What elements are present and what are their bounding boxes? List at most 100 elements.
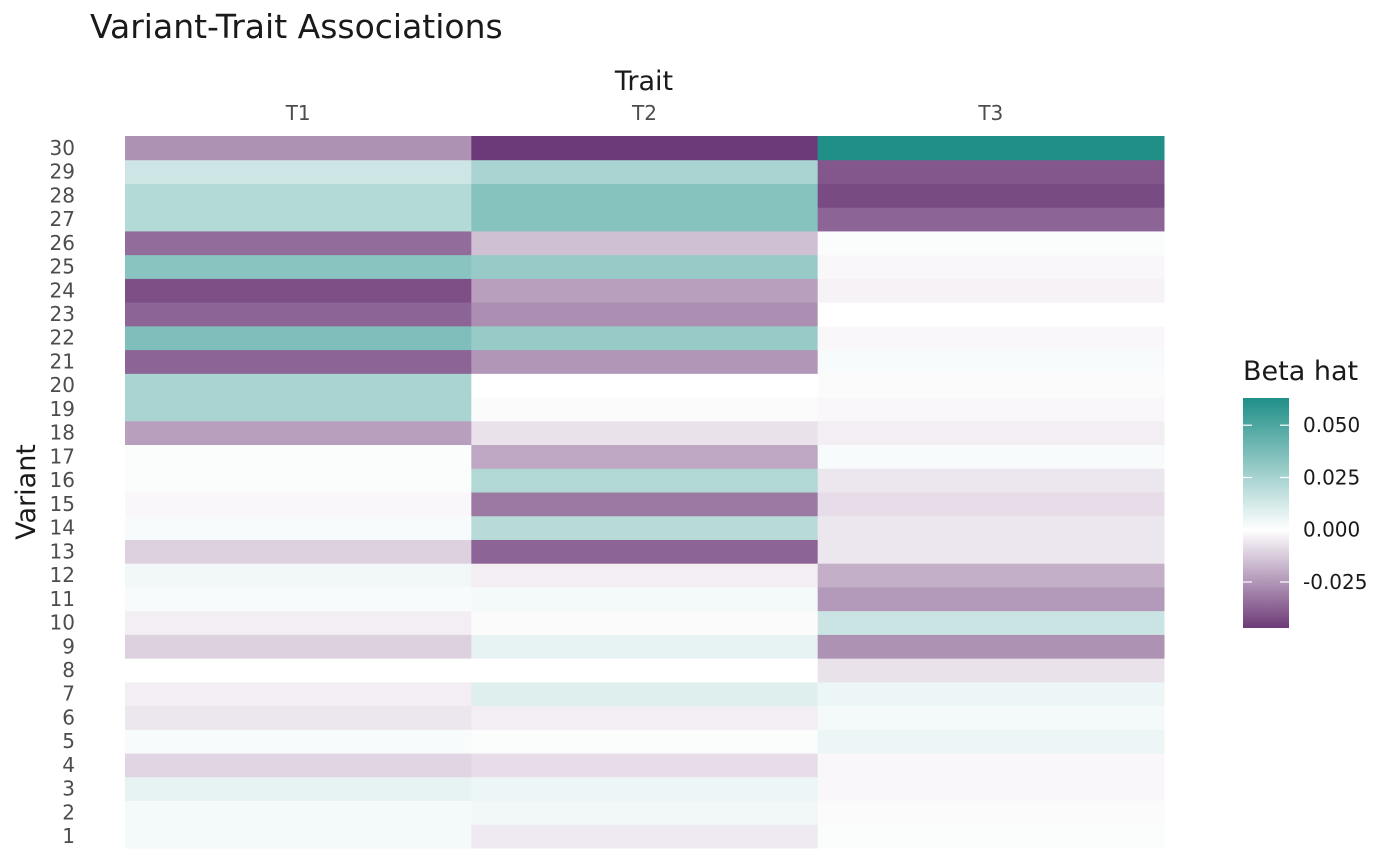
legend-tick-label: 0.000: [1303, 518, 1360, 542]
heatmap-cell-t1-14: [125, 515, 472, 540]
heatmap-cell-t1-12: [125, 563, 472, 588]
heatmap-cell-t2-2: [471, 800, 819, 825]
heatmap-cell-t2-17: [471, 444, 819, 469]
heatmap-cell-t2-28: [471, 183, 819, 208]
y-tick-label-22: 22: [50, 326, 75, 350]
heatmap-cell-t3-8: [817, 658, 1165, 683]
heatmap-cell-t3-2: [817, 800, 1165, 825]
heatmap-cell-t2-11: [471, 586, 819, 612]
heatmap-cell-t2-27: [471, 207, 819, 232]
heatmap-cell-t3-4: [817, 753, 1165, 778]
heatmap-cell-t2-10: [471, 610, 819, 635]
heatmap-cell-t3-23: [817, 302, 1165, 327]
heatmap-cell-t1-6: [125, 705, 472, 730]
heatmap-cell-t3-21: [817, 349, 1165, 374]
heatmap-cell-t3-25: [817, 254, 1165, 279]
heatmap-cell-t3-16: [817, 468, 1165, 493]
heatmap-cell-t1-10: [125, 610, 472, 635]
x-tick-label-t3: T3: [977, 101, 1003, 125]
legend-tick-label: 0.050: [1303, 413, 1360, 437]
y-tick-label-21: 21: [50, 350, 75, 374]
heatmap-cell-t1-22: [125, 325, 472, 351]
heatmap-cell-t1-18: [125, 420, 472, 446]
heatmap-cells: [125, 136, 1165, 849]
heatmap-cell-t2-19: [471, 397, 819, 422]
heatmap-cell-t1-19: [125, 397, 472, 422]
heatmap-cell-t1-15: [125, 492, 472, 517]
heatmap-cell-t3-27: [817, 207, 1165, 232]
heatmap-cell-t3-26: [817, 230, 1165, 256]
y-tick-label-24: 24: [50, 278, 75, 302]
heatmap-cell-t3-12: [817, 563, 1165, 588]
heatmap-cell-t3-11: [817, 586, 1165, 612]
y-tick-label-19: 19: [50, 397, 75, 421]
heatmap-cell-t2-15: [471, 492, 819, 517]
heatmap-cell-t2-16: [471, 468, 819, 493]
heatmap-cell-t3-18: [817, 420, 1165, 446]
y-tick-label-30: 30: [50, 136, 75, 160]
heatmap-cell-t2-9: [471, 634, 819, 659]
x-tick-label-t2: T2: [631, 101, 657, 125]
heatmap-cell-t2-21: [471, 349, 819, 374]
y-tick-label-5: 5: [62, 729, 75, 753]
x-tick-label-t1: T1: [285, 101, 311, 125]
legend-title: Beta hat: [1243, 356, 1358, 387]
y-tick-label-11: 11: [50, 587, 75, 611]
y-tick-label-29: 29: [50, 160, 75, 184]
heatmap-cell-t3-20: [817, 373, 1165, 398]
heatmap-cell-t3-29: [817, 159, 1165, 184]
heatmap-cell-t2-23: [471, 302, 819, 327]
heatmap-cell-t1-5: [125, 729, 472, 754]
y-tick-label-20: 20: [50, 373, 75, 397]
y-tick-label-12: 12: [50, 563, 75, 587]
heatmap-cell-t3-3: [817, 776, 1165, 802]
y-tick-label-16: 16: [50, 468, 75, 492]
heatmap-cell-t1-24: [125, 278, 472, 303]
heatmap-cell-t1-27: [125, 207, 472, 232]
y-tick-label-4: 4: [62, 753, 75, 777]
y-axis-title: Variant: [11, 444, 42, 540]
legend-colorbar: [1243, 398, 1289, 628]
legend: Beta hat 0.050 0.025 0.000 -0.025: [1243, 356, 1367, 628]
y-tick-label-1: 1: [62, 824, 75, 848]
heatmap-cell-t3-1: [817, 824, 1165, 849]
x-axis-title: Trait: [614, 66, 673, 97]
heatmap-cell-t2-4: [471, 753, 819, 778]
heatmap-cell-t3-10: [817, 610, 1165, 635]
heatmap-cell-t1-21: [125, 349, 472, 374]
y-tick-label-15: 15: [50, 492, 75, 516]
y-tick-label-26: 26: [50, 231, 75, 255]
heatmap-cell-t1-7: [125, 681, 472, 707]
y-tick-label-23: 23: [50, 302, 75, 326]
heatmap-cell-t3-13: [817, 539, 1165, 564]
y-tick-label-6: 6: [62, 706, 75, 730]
y-tick-labels: 1234567891011121314151617181920212223242…: [50, 136, 75, 848]
heatmap-cell-t3-15: [817, 492, 1165, 517]
heatmap-cell-t3-6: [817, 705, 1165, 730]
heatmap-cell-t1-26: [125, 230, 472, 256]
heatmap-cell-t2-5: [471, 729, 819, 754]
y-tick-label-25: 25: [50, 255, 75, 279]
heatmap-cell-t2-1: [471, 824, 819, 849]
heatmap-cell-t3-5: [817, 729, 1165, 754]
legend-tick-label: -0.025: [1303, 570, 1367, 594]
heatmap-cell-t1-17: [125, 444, 472, 469]
heatmap-cell-t3-24: [817, 278, 1165, 303]
x-tick-labels: T1 T2 T3: [285, 101, 1004, 125]
heatmap-cell-t2-26: [471, 230, 819, 256]
heatmap-cell-t1-1: [125, 824, 472, 849]
heatmap-cell-t2-29: [471, 159, 819, 184]
heatmap-cell-t2-13: [471, 539, 819, 564]
y-tick-label-3: 3: [62, 777, 75, 801]
heatmap-cell-t2-20: [471, 373, 819, 398]
heatmap-cell-t1-4: [125, 753, 472, 778]
y-tick-label-8: 8: [62, 658, 75, 682]
heatmap-cell-t1-23: [125, 302, 472, 327]
heatmap-cell-t1-2: [125, 800, 472, 825]
y-tick-label-18: 18: [50, 421, 75, 445]
heatmap-cell-t1-25: [125, 254, 472, 279]
heatmap-cell-t3-28: [817, 183, 1165, 208]
legend-ticks: 0.050 0.025 0.000 -0.025: [1243, 413, 1367, 594]
y-tick-label-13: 13: [50, 539, 75, 563]
